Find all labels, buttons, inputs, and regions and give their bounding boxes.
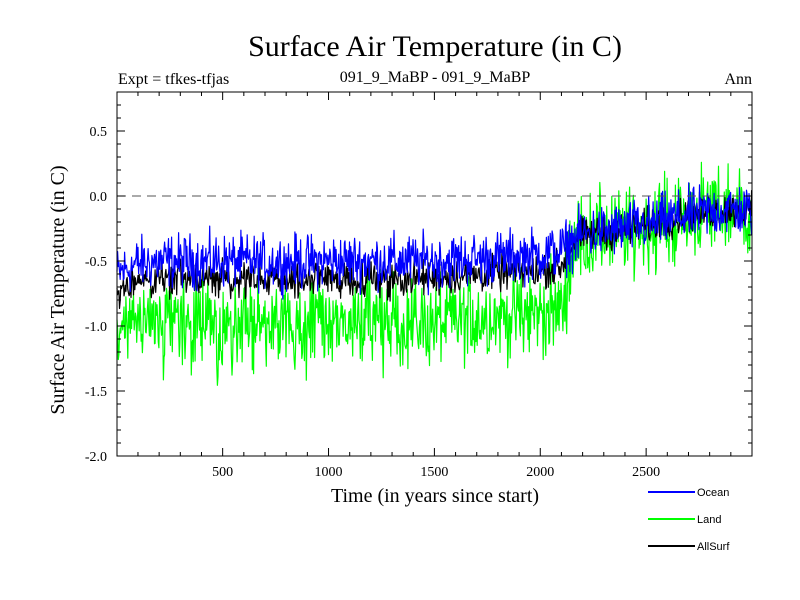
- chart-title: Surface Air Temperature (in C): [248, 30, 622, 63]
- x-tick-label: 500: [212, 465, 233, 480]
- series-line-land: [116, 161, 753, 386]
- series-layer: [116, 161, 753, 386]
- x-tick-label: 2000: [526, 465, 554, 480]
- subtitle-period: 091_9_MaBP - 091_9_MaBP: [340, 69, 531, 86]
- legend-label-allsurf: AllSurf: [697, 541, 730, 553]
- y-tick-label: -1.0: [85, 320, 107, 335]
- x-tick-label: 2500: [632, 465, 660, 480]
- subtitle-season: Ann: [724, 71, 752, 88]
- legend: Ocean Land AllSurf: [648, 487, 730, 553]
- axes-layer: 500 1000 1500 2000 2500 -2.0 -1.5 -1.0 -0.5 0.0 0.…: [85, 92, 752, 480]
- legend-label-ocean: Ocean: [697, 487, 729, 499]
- y-tick-label: -0.5: [85, 255, 107, 270]
- y-tick-label: -1.5: [85, 385, 107, 400]
- y-tick-label: 0.5: [90, 125, 108, 140]
- y-axis-label: Surface Air Temperature (in C): [47, 165, 69, 414]
- series-line-ocean: [116, 182, 753, 300]
- x-tick-label: 1000: [315, 465, 343, 480]
- x-tick-label: 1500: [420, 465, 448, 480]
- x-axis-label: Time (in years since start): [331, 485, 539, 507]
- subtitle-experiment: Expt = tfkes-tfjas: [118, 71, 229, 88]
- y-tick-label: 0.0: [90, 190, 108, 205]
- y-tick-label: -2.0: [85, 450, 107, 465]
- legend-label-land: Land: [697, 514, 721, 526]
